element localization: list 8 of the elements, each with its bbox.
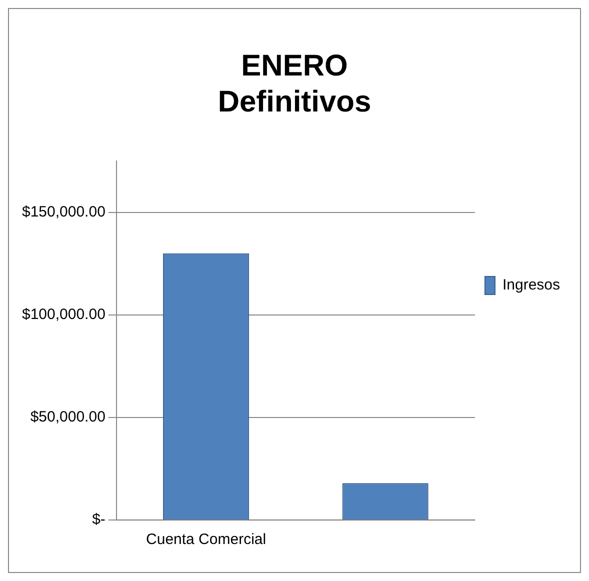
- y-tick-label: $150,000.00: [22, 203, 106, 220]
- text: Definitivos: [218, 85, 372, 118]
- legend-label: Ingresos: [502, 276, 560, 294]
- y-tick-label: $-: [92, 511, 106, 528]
- text: ENERO: [241, 49, 348, 82]
- x-tick-label: Cuenta Comercial: [146, 531, 266, 548]
- y-tick-label: $50,000.00: [30, 408, 106, 426]
- y-tick-label: $100,000.00: [22, 306, 106, 323]
